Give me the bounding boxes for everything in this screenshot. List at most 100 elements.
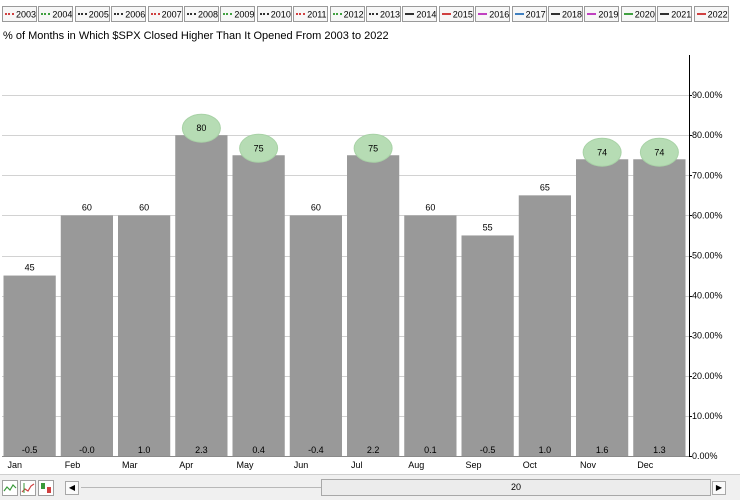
highlight-ellipse-apr	[181, 113, 221, 143]
scroll-right-button[interactable]: ▶	[712, 481, 726, 495]
y-tick-label: 20.00%	[692, 371, 723, 381]
x-tick-label: Aug	[408, 460, 424, 470]
x-tick-label: Jul	[351, 460, 363, 470]
y-tick-label: 0.00%	[692, 451, 718, 461]
x-tick-label: Feb	[65, 460, 81, 470]
scroll-thumb[interactable]: 20	[321, 479, 711, 496]
legend-swatch	[259, 12, 269, 15]
line-chart-icon[interactable]	[2, 480, 18, 496]
bar-mar	[118, 215, 171, 456]
bottom-label: 2.3	[195, 445, 208, 455]
scroll-left-button[interactable]: ◀	[65, 481, 79, 495]
bottom-toolbar: ◀ 20 ▶	[0, 474, 740, 500]
y-tick-label: 90.00%	[692, 90, 723, 100]
legend-item-2022[interactable]: 2022	[693, 6, 729, 22]
bar-apr	[175, 135, 228, 456]
scroll-track[interactable]	[81, 487, 321, 488]
legend-item-2007[interactable]: 2007	[147, 6, 183, 22]
data-label: 74	[597, 147, 607, 157]
legend-item-2018[interactable]: 2018	[548, 6, 583, 22]
x-tick-label: Sep	[466, 460, 482, 470]
stock-chart-icon[interactable]	[20, 480, 36, 496]
legend-item-2010[interactable]: 2010	[256, 6, 292, 22]
bar-dec	[633, 159, 686, 456]
x-tick-label: Jun	[294, 460, 309, 470]
legend-item-2012[interactable]: 2012	[329, 6, 365, 22]
bar-chart: 45-0.5Jan60-0.0Feb601.0Mar802.3Apr750.4M…	[2, 55, 723, 470]
legend-swatch	[441, 12, 451, 15]
bar-sep	[461, 235, 514, 456]
bottom-label: -0.5	[480, 445, 496, 455]
legend-label: 2021	[671, 9, 692, 20]
legend-item-2021[interactable]: 2021	[657, 6, 693, 22]
legend-item-2008[interactable]: 2008	[184, 6, 219, 22]
candlestick-chart-icon[interactable]	[38, 480, 54, 496]
legend-label: 2015	[452, 9, 473, 20]
legend-swatch	[114, 12, 124, 15]
bar-may	[232, 155, 285, 456]
legend-item-2014[interactable]: 2014	[402, 6, 438, 22]
y-tick-label: 80.00%	[692, 130, 723, 140]
bar-jun	[289, 215, 342, 456]
legend-swatch	[587, 12, 597, 15]
x-tick-label: May	[237, 460, 255, 470]
legend-item-2005[interactable]: 2005	[74, 6, 110, 22]
legend-swatch	[41, 12, 51, 15]
data-label: 75	[254, 143, 264, 153]
legend-label: 2016	[489, 9, 510, 20]
legend-swatch	[150, 12, 160, 15]
bar-nov	[576, 159, 629, 456]
data-label: 60	[425, 202, 435, 212]
legend-item-2013[interactable]: 2013	[366, 6, 401, 22]
bottom-label: -0.4	[308, 445, 324, 455]
legend-label: 2018	[562, 9, 583, 20]
legend-label: 2003	[16, 9, 37, 20]
legend-item-2016[interactable]: 2016	[475, 6, 511, 22]
legend-item-2006[interactable]: 2006	[111, 6, 147, 22]
legend-label: 2006	[125, 9, 146, 20]
data-label: 65	[540, 182, 550, 192]
legend-swatch	[478, 12, 488, 15]
data-label: 55	[483, 222, 493, 232]
bar-feb	[60, 215, 113, 456]
legend-swatch	[551, 12, 560, 15]
legend-label: 2022	[707, 9, 728, 20]
bar-aug	[404, 215, 457, 456]
bottom-label: 1.0	[138, 445, 151, 455]
legend-swatch	[660, 12, 670, 15]
bar-oct	[518, 195, 571, 456]
legend-swatch	[623, 12, 633, 15]
y-tick-label: 10.00%	[692, 411, 723, 421]
legend-item-2003[interactable]: 2003	[2, 6, 37, 22]
legend-item-2020[interactable]: 2020	[620, 6, 656, 22]
legend-item-2011[interactable]: 2011	[293, 6, 329, 22]
legend-label: 2012	[343, 9, 364, 20]
legend-swatch	[187, 12, 196, 15]
x-tick-label: Dec	[637, 460, 654, 470]
legend-label: 2020	[634, 9, 655, 20]
y-tick-label: 70.00%	[692, 170, 723, 180]
y-tick-label: 40.00%	[692, 291, 723, 301]
x-tick-label: Apr	[179, 460, 193, 470]
y-tick-label: 50.00%	[692, 251, 723, 261]
legend-swatch	[514, 12, 524, 15]
bottom-label: -0.5	[22, 445, 38, 455]
legend-label: 2005	[88, 9, 109, 20]
x-tick-label: Mar	[122, 460, 138, 470]
legend: 2003 2004 2005 2006 2007 2008 2009 2010 2011 2012…	[0, 0, 740, 24]
legend-item-2019[interactable]: 2019	[584, 6, 620, 22]
legend-item-2009[interactable]: 2009	[220, 6, 256, 22]
legend-swatch	[296, 12, 306, 15]
legend-label: 2008	[198, 9, 219, 20]
highlight-ellipse-dec	[639, 137, 679, 167]
highlight-ellipse-may	[239, 133, 279, 163]
legend-label: 2011	[307, 9, 327, 20]
legend-item-2015[interactable]: 2015	[438, 6, 474, 22]
legend-item-2004[interactable]: 2004	[38, 6, 74, 22]
bottom-label: 0.1	[424, 445, 437, 455]
legend-item-2017[interactable]: 2017	[511, 6, 547, 22]
legend-swatch	[696, 12, 706, 15]
data-label: 80	[196, 123, 206, 133]
legend-swatch	[405, 12, 415, 15]
legend-swatch	[369, 12, 378, 15]
